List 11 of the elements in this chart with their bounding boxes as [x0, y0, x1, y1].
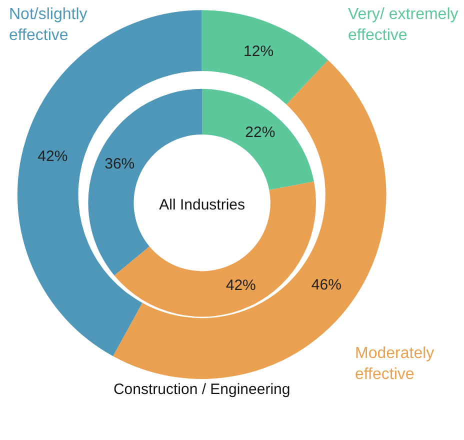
slice-label: Moderately effective [355, 345, 434, 383]
slice-label: Not/slightly effective [9, 6, 88, 44]
data-label: 12% [244, 42, 274, 60]
data-label: 42% [38, 148, 68, 165]
data-label: 36% [104, 156, 135, 173]
data-label: 46% [311, 276, 342, 294]
slice-label: All Industries [159, 196, 246, 214]
data-label: 22% [245, 124, 276, 142]
slice-label: Construction / Engineering [113, 381, 290, 398]
slice-label: Very/ extremely effective [348, 6, 458, 44]
data-label: 42% [226, 276, 256, 294]
